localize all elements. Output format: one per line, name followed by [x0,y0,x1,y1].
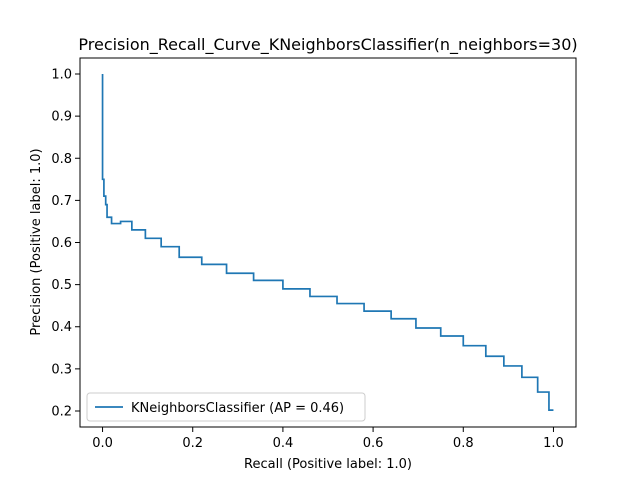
x-tick-label: 0.6 [363,436,384,451]
y-tick-label: 1.0 [51,68,72,83]
series-line-kneighbors [101,74,554,411]
y-tick-label: 0.7 [51,194,72,209]
y-tick-label: 0.4 [51,320,72,335]
y-axis-label: Precision (Positive label: 1.0) [29,148,44,335]
x-tick-label: 0.4 [273,436,294,451]
x-axis-label: Recall (Positive label: 1.0) [244,457,412,472]
y-axis-ticks: 0.2 0.3 0.4 0.5 0.6 0.7 0.8 0.9 1.0 [51,68,80,419]
y-tick-label: 0.6 [51,236,72,251]
y-tick-label: 0.8 [51,152,72,167]
x-tick-label: 0.0 [92,436,113,451]
plot-area [101,74,554,411]
x-tick-label: 0.8 [453,436,474,451]
x-tick-label: 0.2 [182,436,203,451]
legend: KNeighborsClassifier (AP = 0.46) [86,392,366,422]
x-tick-label: 1.0 [543,436,564,451]
chart-title: Precision_Recall_Curve_KNeighborsClassif… [78,35,577,55]
x-axis-ticks: 0.0 0.2 0.4 0.6 0.8 1.0 [92,427,564,451]
legend-box [86,392,366,422]
y-tick-label: 0.3 [51,362,72,377]
legend-entry-kneighbors: KNeighborsClassifier (AP = 0.46) [131,401,344,416]
y-tick-label: 0.5 [51,278,72,293]
y-tick-label: 0.2 [51,404,72,419]
y-tick-label: 0.9 [51,110,72,125]
